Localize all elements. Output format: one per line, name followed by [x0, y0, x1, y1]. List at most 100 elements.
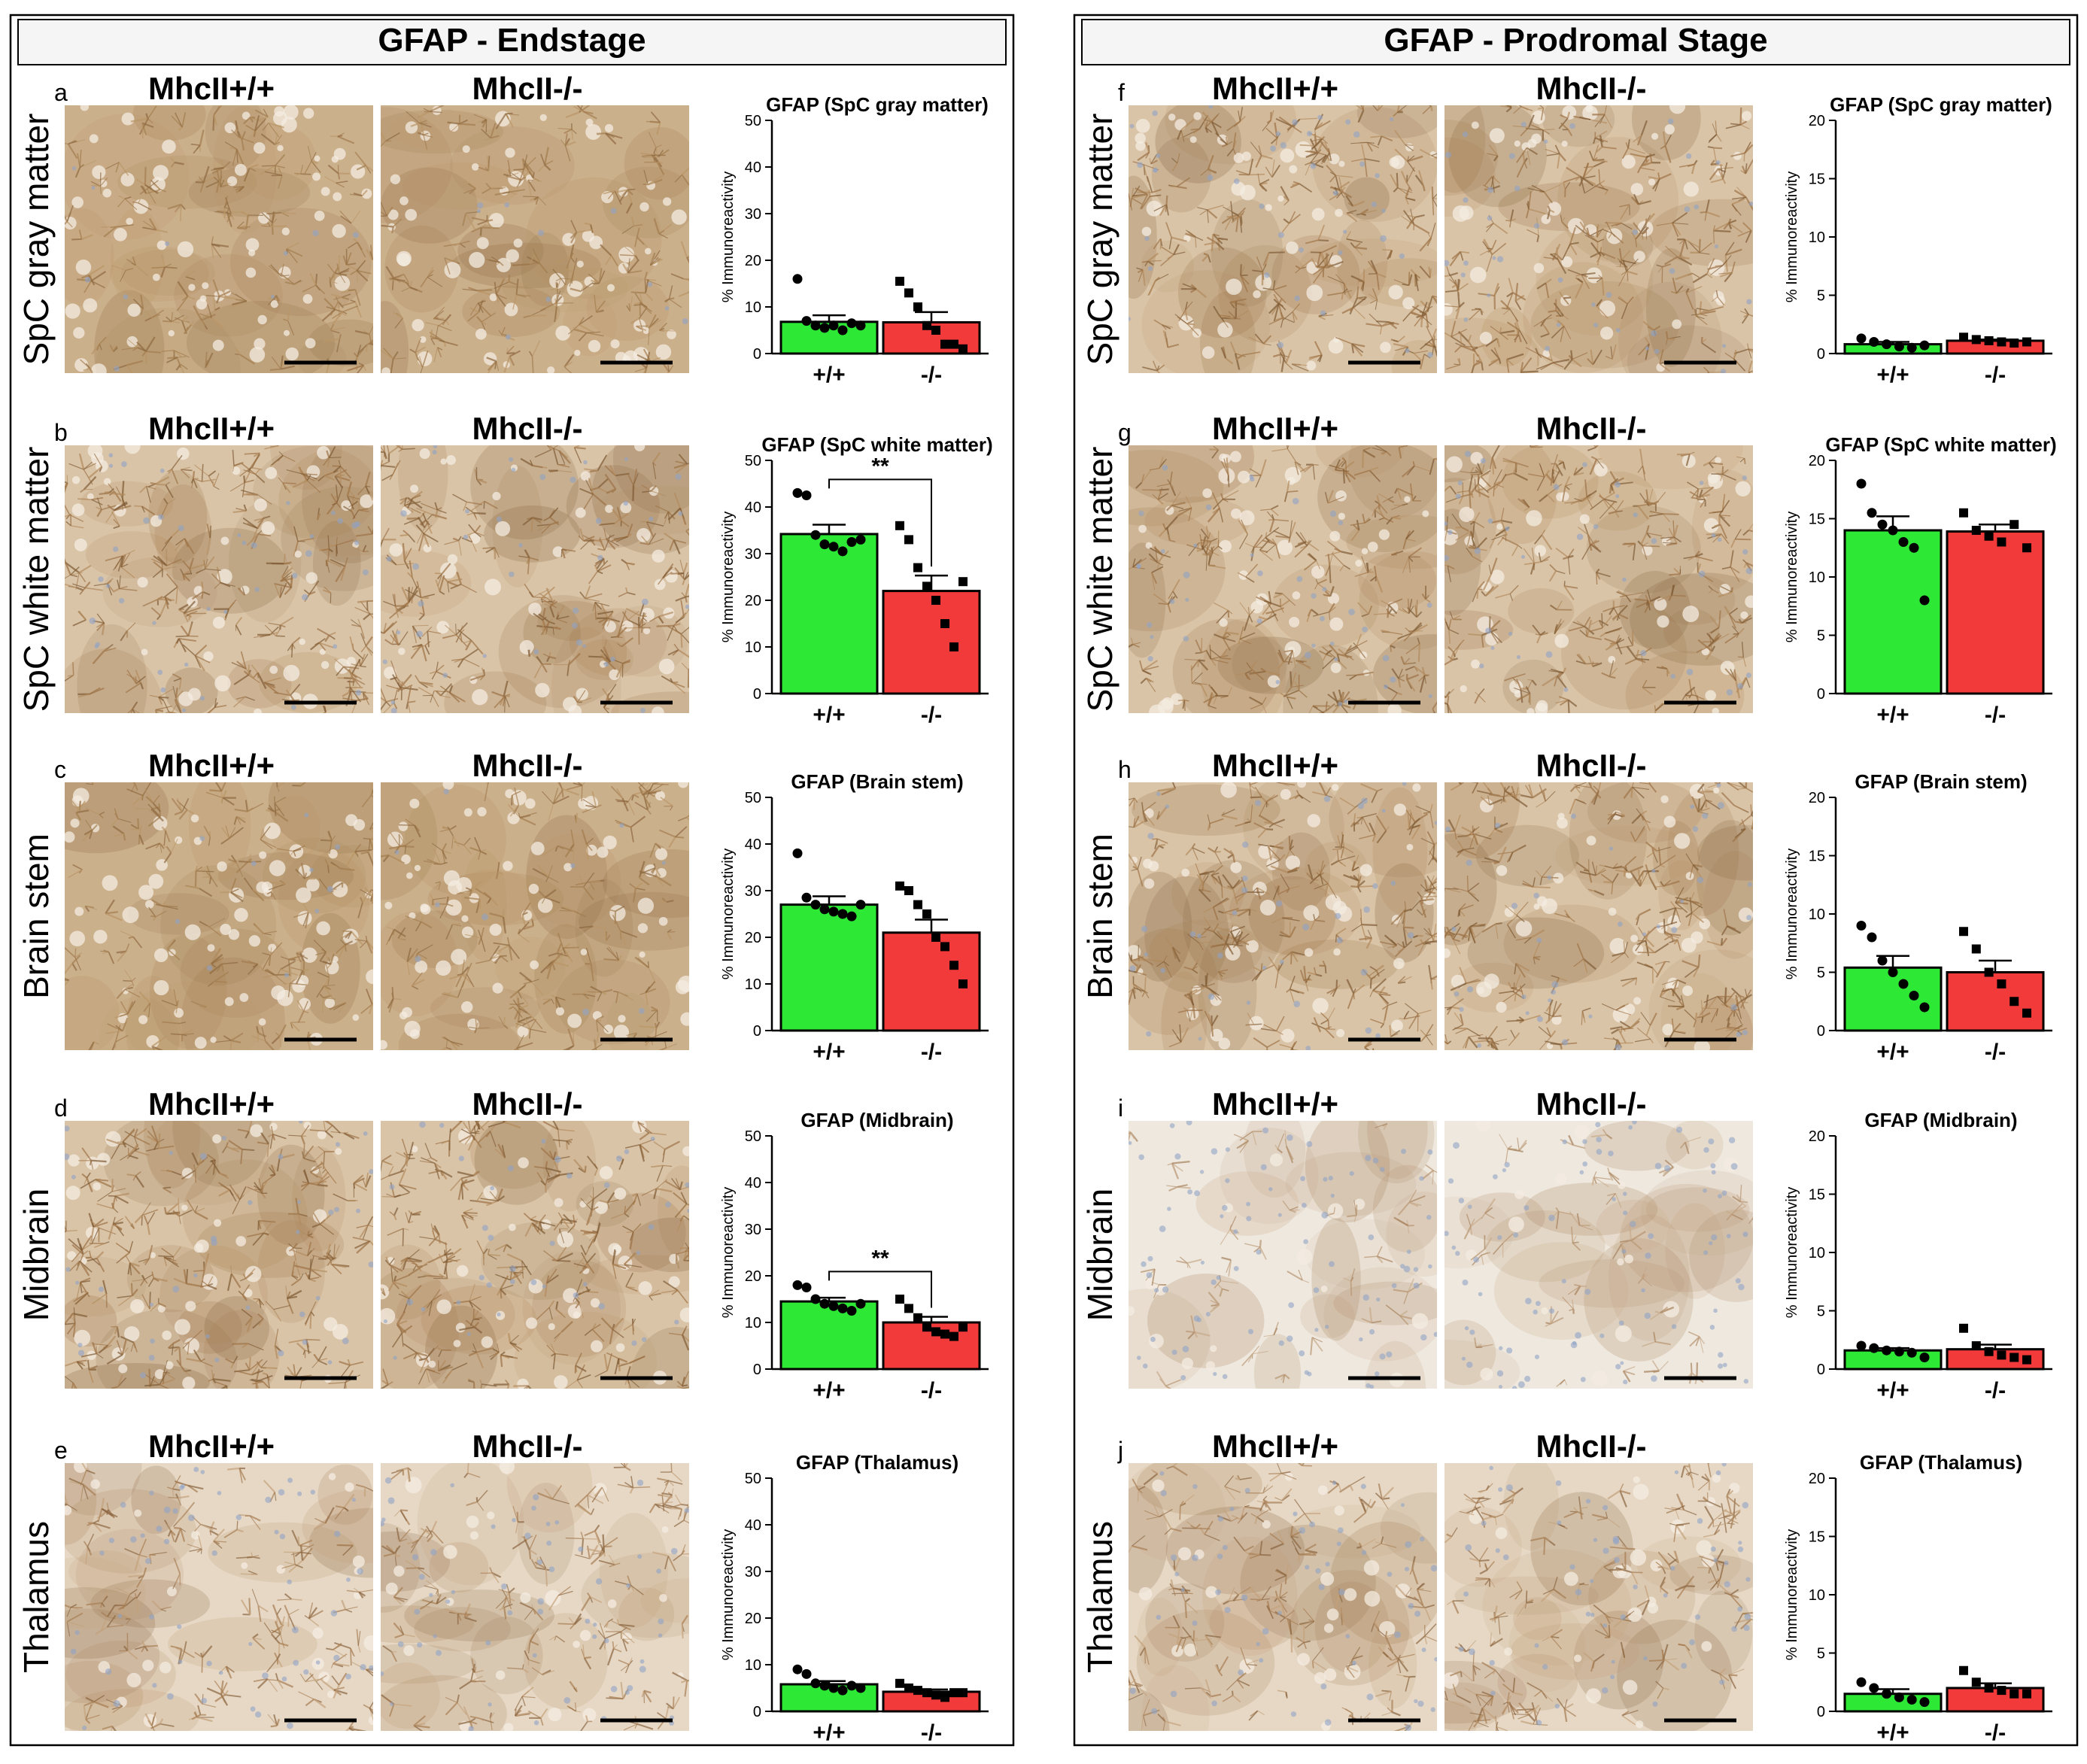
astrocyte-process — [176, 1359, 186, 1372]
astrocyte-process — [639, 542, 649, 545]
astrocyte-process — [211, 963, 217, 968]
astrocyte-process — [656, 1187, 673, 1193]
astrocyte-process — [108, 1224, 114, 1240]
astrocyte-process — [439, 903, 448, 905]
astrocyte-process — [653, 218, 661, 235]
cell-body — [342, 928, 359, 945]
astrocyte-process — [421, 921, 433, 929]
astrocyte-process — [228, 1140, 243, 1150]
astrocyte-process — [79, 1260, 93, 1273]
nucleus — [237, 533, 242, 538]
astrocyte-process — [318, 638, 326, 644]
astrocyte-process — [642, 612, 647, 618]
cell-body — [591, 1340, 603, 1353]
astrocyte-process — [675, 460, 688, 465]
cell-body — [212, 1134, 222, 1143]
astrocyte-process — [251, 1380, 263, 1385]
astrocyte-process — [248, 1356, 251, 1371]
astrocyte-process — [412, 985, 419, 990]
astrocyte-process — [682, 1252, 687, 1261]
astrocyte-process — [199, 182, 205, 193]
cell-body — [178, 691, 193, 706]
astrocyte-process — [452, 493, 467, 503]
astrocyte-process — [357, 600, 368, 603]
astrocyte-process — [345, 1382, 348, 1389]
astrocyte-process — [351, 931, 363, 946]
astrocyte-process — [511, 794, 515, 805]
astrocyte-process — [390, 634, 399, 646]
astrocyte-process — [86, 783, 94, 785]
cell-body — [258, 1018, 266, 1026]
cell-body — [162, 1330, 172, 1340]
astrocyte-process — [585, 843, 589, 861]
cell-body — [554, 1375, 568, 1389]
astrocyte-process — [466, 501, 483, 506]
astrocyte-process — [403, 1352, 418, 1360]
astrocyte-process — [190, 1000, 201, 1006]
astrocyte-process — [508, 945, 513, 961]
bar-ko[interactable] — [882, 590, 981, 695]
astrocyte-process — [85, 807, 100, 815]
astrocyte-process — [148, 906, 156, 918]
cell-body — [87, 493, 94, 500]
significance-label: ** — [871, 454, 889, 478]
nucleus — [278, 1350, 284, 1357]
cell-body — [320, 660, 330, 669]
astrocyte-process — [682, 1325, 688, 1336]
astrocyte-process — [282, 482, 291, 493]
astrocyte-process — [497, 1343, 500, 1353]
stain-patch — [125, 976, 181, 1050]
astrocyte-process — [610, 255, 618, 266]
astrocyte-process — [618, 189, 628, 203]
astrocyte-process — [274, 691, 291, 697]
astrocyte-process — [349, 636, 354, 651]
astrocyte-process — [150, 607, 161, 616]
bar-wt[interactable] — [779, 903, 879, 1032]
astrocyte-process — [193, 1164, 196, 1170]
astrocyte-process — [452, 835, 460, 847]
astrocyte-process — [609, 465, 616, 476]
astrocyte-process — [523, 314, 530, 319]
data-point-wt — [801, 490, 812, 500]
stain-patch — [154, 484, 212, 581]
stain-patch — [502, 265, 629, 312]
stain-patch — [259, 651, 358, 713]
astrocyte-process — [407, 700, 416, 703]
astrocyte-process — [652, 782, 660, 785]
cell-body — [477, 806, 487, 817]
nucleus — [638, 1007, 645, 1014]
astrocyte-process — [162, 901, 166, 906]
bar-wt[interactable] — [779, 533, 879, 695]
astrocyte-process — [669, 1332, 683, 1336]
astrocyte-process — [463, 845, 472, 855]
astrocyte-process — [621, 558, 627, 564]
astrocyte-process — [620, 931, 626, 946]
astrocyte-process — [300, 1135, 305, 1145]
astrocyte-process — [78, 572, 87, 583]
astrocyte-process — [181, 1028, 194, 1035]
cell-body — [645, 247, 652, 255]
stain-patch — [381, 782, 438, 900]
astrocyte-process — [532, 517, 542, 524]
astrocyte-process — [122, 1129, 135, 1143]
astrocyte-process — [557, 1212, 564, 1219]
astrocyte-process — [643, 791, 657, 795]
astrocyte-process — [230, 1265, 232, 1274]
astrocyte-process — [261, 1027, 266, 1042]
astrocyte-process — [329, 1002, 347, 1010]
cell-body — [387, 209, 399, 220]
nucleus — [509, 457, 514, 462]
astrocyte-process — [143, 1215, 149, 1225]
astrocyte-process — [500, 955, 509, 963]
astrocyte-process — [293, 912, 309, 918]
astrocyte-process — [70, 799, 81, 811]
astrocyte-process — [490, 123, 497, 138]
astrocyte-process — [131, 981, 135, 986]
nucleus — [619, 823, 624, 828]
astrocyte-process — [494, 360, 497, 369]
astrocyte-process — [350, 687, 361, 703]
astrocyte-process — [229, 481, 245, 492]
astrocyte-process — [545, 621, 550, 635]
astrocyte-process — [686, 257, 689, 264]
